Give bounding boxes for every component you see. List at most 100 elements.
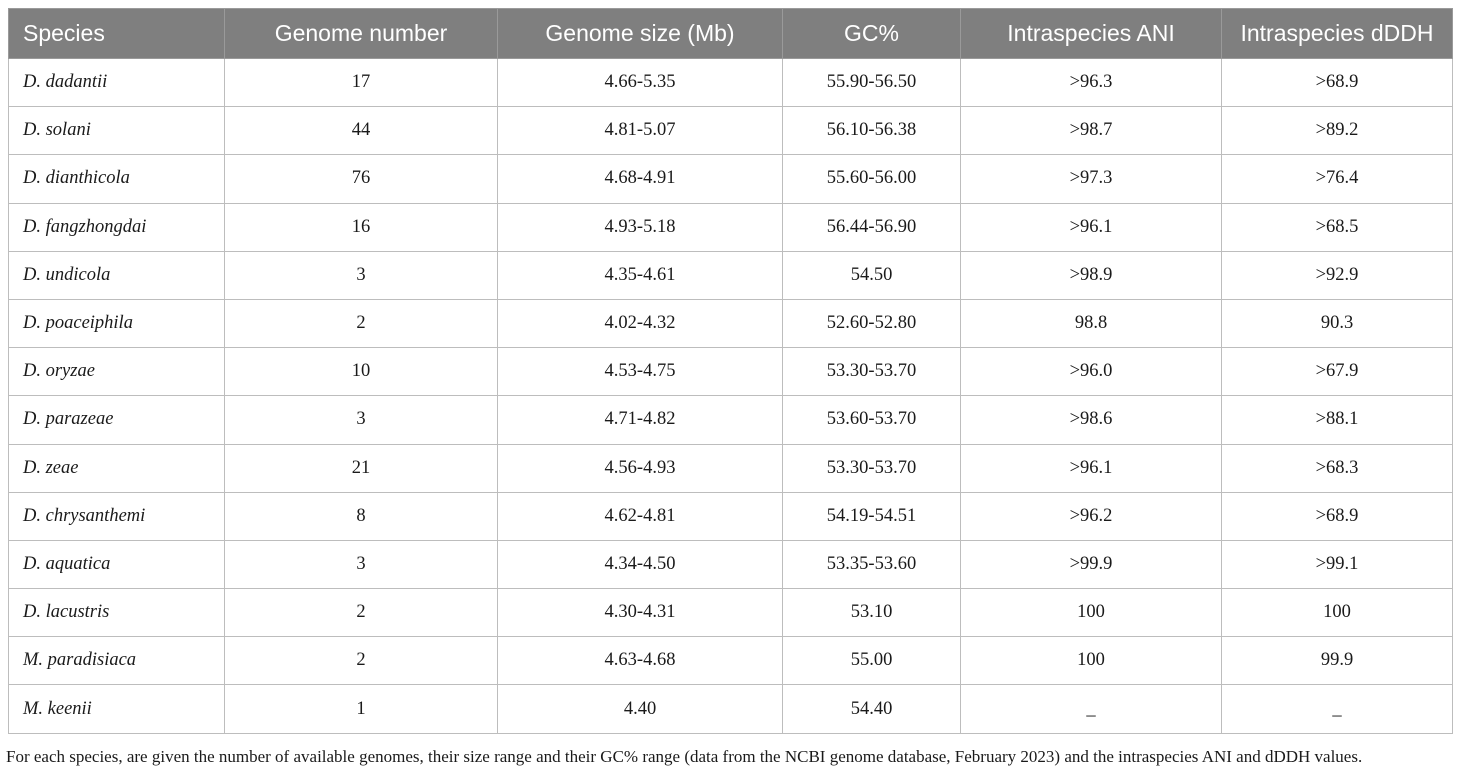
cell-genome-number: 17: [224, 57, 498, 108]
cell-species: D. oryzae: [8, 347, 225, 397]
cell-species: M. keenii: [8, 684, 225, 734]
cell-ani: >98.7: [960, 106, 1222, 156]
cell-species: D. dadantii: [8, 57, 225, 108]
cell-ani: 100: [960, 588, 1222, 638]
cell-dddh: >88.1: [1221, 395, 1453, 445]
table-row: D. zeae 21 4.56-4.93 53.30-53.70 >96.1 >…: [8, 443, 1453, 493]
table-header: Species Genome number Genome size (Mb) G…: [8, 8, 1453, 59]
cell-gc-percent: 54.50: [782, 250, 961, 300]
header-intraspecies-ani: Intraspecies ANI: [960, 8, 1222, 59]
cell-genome-number: 8: [224, 491, 498, 541]
cell-species: D. fangzhongdai: [8, 202, 225, 252]
cell-genome-size: 4.30-4.31: [497, 588, 783, 638]
cell-genome-size: 4.53-4.75: [497, 347, 783, 397]
cell-dddh: >68.3: [1221, 443, 1453, 493]
cell-gc-percent: 53.30-53.70: [782, 443, 961, 493]
cell-genome-size: 4.34-4.50: [497, 539, 783, 590]
cell-ani: >96.1: [960, 202, 1222, 252]
cell-genome-size: 4.02-4.32: [497, 298, 783, 349]
cell-species: D. zeae: [8, 443, 225, 493]
cell-dddh: >92.9: [1221, 250, 1453, 300]
table-row: D. aquatica 3 4.34-4.50 53.35-53.60 >99.…: [8, 539, 1453, 590]
cell-dddh: >68.9: [1221, 491, 1453, 541]
cell-gc-percent: 55.90-56.50: [782, 57, 961, 108]
cell-species: D. solani: [8, 106, 225, 156]
cell-ani: >96.2: [960, 491, 1222, 541]
cell-genome-number: 2: [224, 298, 498, 349]
header-genome-size: Genome size (Mb): [497, 8, 783, 59]
table-body: D. dadantii 17 4.66-5.35 55.90-56.50 >96…: [8, 57, 1453, 734]
cell-ani: >98.9: [960, 250, 1222, 300]
cell-genome-number: 3: [224, 250, 498, 300]
cell-genome-size: 4.35-4.61: [497, 250, 783, 300]
table-container: Species Genome number Genome size (Mb) G…: [8, 8, 1453, 734]
table-row: D. solani 44 4.81-5.07 56.10-56.38 >98.7…: [8, 106, 1453, 156]
cell-gc-percent: 54.19-54.51: [782, 491, 961, 541]
cell-ani: 98.8: [960, 298, 1222, 349]
cell-genome-number: 16: [224, 202, 498, 252]
cell-species: D. lacustris: [8, 588, 225, 638]
cell-genome-size: 4.66-5.35: [497, 57, 783, 108]
cell-dddh: 90.3: [1221, 298, 1453, 349]
cell-dddh: >99.1: [1221, 539, 1453, 590]
cell-dddh: >68.5: [1221, 202, 1453, 252]
table-row: D. lacustris 2 4.30-4.31 53.10 100 100: [8, 588, 1453, 638]
cell-genome-size: 4.71-4.82: [497, 395, 783, 445]
table-footnote: For each species, are given the number o…: [6, 747, 1363, 766]
table-row: D. chrysanthemi 8 4.62-4.81 54.19-54.51 …: [8, 491, 1453, 541]
cell-dddh: 99.9: [1221, 636, 1453, 686]
table-row: D. dianthicola 76 4.68-4.91 55.60-56.00 …: [8, 154, 1453, 204]
header-species: Species: [8, 8, 225, 59]
cell-gc-percent: 53.30-53.70: [782, 347, 961, 397]
table-row: D. fangzhongdai 16 4.93-5.18 56.44-56.90…: [8, 202, 1453, 252]
cell-ani: >96.1: [960, 443, 1222, 493]
cell-species: D. parazeae: [8, 395, 225, 445]
cell-dddh: >67.9: [1221, 347, 1453, 397]
cell-genome-number: 76: [224, 154, 498, 204]
cell-gc-percent: 56.10-56.38: [782, 106, 961, 156]
header-gc-percent: GC%: [782, 8, 961, 59]
cell-gc-percent: 52.60-52.80: [782, 298, 961, 349]
cell-gc-percent: 56.44-56.90: [782, 202, 961, 252]
cell-genome-number: 10: [224, 347, 498, 397]
table-row: D. poaceiphila 2 4.02-4.32 52.60-52.80 9…: [8, 298, 1453, 349]
cell-species: M. paradisiaca: [8, 636, 225, 686]
cell-gc-percent: 54.40: [782, 684, 961, 734]
cell-gc-percent: 53.10: [782, 588, 961, 638]
cell-genome-size: 4.56-4.93: [497, 443, 783, 493]
cell-species: D. chrysanthemi: [8, 491, 225, 541]
table-row: D. undicola 3 4.35-4.61 54.50 >98.9 >92.…: [8, 250, 1453, 300]
cell-genome-size: 4.63-4.68: [497, 636, 783, 686]
cell-genome-size: 4.93-5.18: [497, 202, 783, 252]
cell-species: D. undicola: [8, 250, 225, 300]
cell-dddh: >89.2: [1221, 106, 1453, 156]
cell-species: D. poaceiphila: [8, 298, 225, 349]
cell-genome-number: 44: [224, 106, 498, 156]
header-genome-number: Genome number: [224, 8, 498, 59]
cell-ani: >96.3: [960, 57, 1222, 108]
cell-genome-size: 4.62-4.81: [497, 491, 783, 541]
header-row: Species Genome number Genome size (Mb) G…: [8, 8, 1453, 59]
cell-species: D. dianthicola: [8, 154, 225, 204]
cell-species: D. aquatica: [8, 539, 225, 590]
cell-gc-percent: 55.00: [782, 636, 961, 686]
cell-ani: >99.9: [960, 539, 1222, 590]
cell-dddh: >76.4: [1221, 154, 1453, 204]
cell-genome-size: 4.68-4.91: [497, 154, 783, 204]
cell-dddh: _: [1221, 684, 1453, 734]
cell-genome-number: 21: [224, 443, 498, 493]
cell-dddh: >68.9: [1221, 57, 1453, 108]
cell-genome-number: 3: [224, 539, 498, 590]
header-intraspecies-dddh: Intraspecies dDDH: [1221, 8, 1453, 59]
table-row: M. keenii 1 4.40 54.40 _ _: [8, 684, 1453, 734]
cell-genome-number: 1: [224, 684, 498, 734]
cell-gc-percent: 53.35-53.60: [782, 539, 961, 590]
cell-gc-percent: 53.60-53.70: [782, 395, 961, 445]
cell-gc-percent: 55.60-56.00: [782, 154, 961, 204]
table-row: D. oryzae 10 4.53-4.75 53.30-53.70 >96.0…: [8, 347, 1453, 397]
cell-ani: >98.6: [960, 395, 1222, 445]
table-row: D. parazeae 3 4.71-4.82 53.60-53.70 >98.…: [8, 395, 1453, 445]
cell-genome-size: 4.81-5.07: [497, 106, 783, 156]
cell-ani: >97.3: [960, 154, 1222, 204]
cell-ani: >96.0: [960, 347, 1222, 397]
